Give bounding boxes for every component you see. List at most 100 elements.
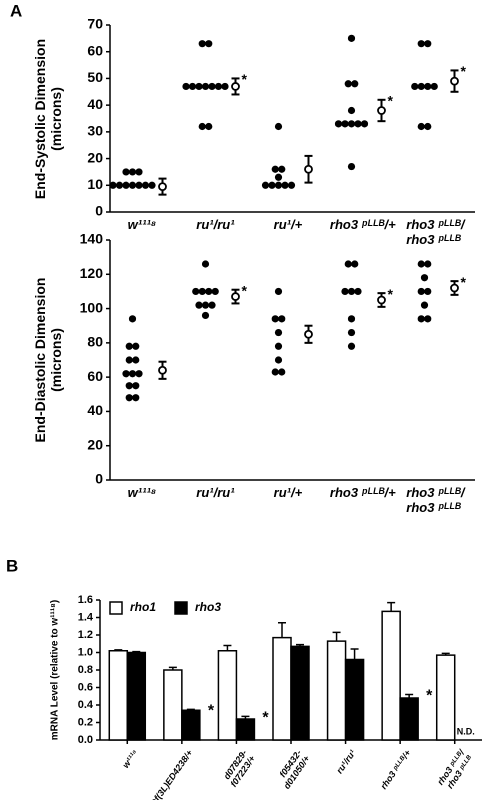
data-point	[287, 181, 296, 189]
data-point	[198, 40, 206, 48]
significance-mark: *	[262, 710, 269, 727]
data-point	[132, 342, 140, 350]
data-point	[221, 82, 229, 91]
bar	[181, 709, 201, 741]
data-point	[198, 287, 206, 296]
data-point	[274, 356, 283, 364]
data-point	[417, 315, 425, 323]
data-point	[201, 311, 210, 320]
data-point	[420, 274, 429, 282]
y-tick-label: 60	[87, 42, 103, 58]
x-tick-label: ru¹/+	[273, 217, 303, 232]
data-point	[424, 287, 432, 296]
data-point	[424, 315, 432, 323]
data-point	[360, 120, 369, 128]
bar	[326, 640, 347, 741]
data-point	[271, 165, 279, 173]
y-tick-label: 70	[87, 16, 103, 32]
y-tick-label: 1.4	[78, 611, 94, 623]
data-point	[205, 40, 213, 48]
x-tick-label: w¹¹¹⁸	[127, 217, 157, 232]
y-tick-label: 60	[87, 368, 103, 384]
y-tick-label: 140	[80, 231, 104, 247]
y-tick-label: 100	[80, 299, 104, 315]
data-point	[278, 165, 286, 173]
data-point	[271, 368, 279, 376]
data-point	[128, 181, 137, 189]
panel-label: A	[10, 1, 22, 20]
data-point	[281, 181, 289, 189]
data-point	[122, 370, 130, 378]
data-point	[125, 382, 133, 390]
y-axis-label: mRNA Level (relative to w¹¹¹⁸)	[49, 599, 61, 741]
significance-mark: *	[242, 282, 248, 298]
x-tick-label: rho3 ᵖᴸᴸᴮ/+	[329, 485, 396, 500]
data-point	[347, 34, 356, 42]
data-point	[347, 120, 356, 128]
data-point	[417, 122, 425, 131]
data-point	[347, 162, 356, 171]
data-point	[198, 122, 206, 131]
y-tick-label: 20	[87, 436, 103, 452]
data-point	[424, 82, 432, 91]
y-tick-label: 1.0	[78, 646, 93, 658]
data-point	[214, 82, 223, 91]
data-point	[135, 181, 143, 189]
significance-mark: *	[208, 703, 215, 720]
y-tick-label: 40	[87, 96, 103, 112]
x-tick-label: ru¹/ru¹	[196, 485, 235, 500]
data-point	[109, 181, 117, 189]
legend-label: rho1	[130, 600, 156, 614]
mean-marker	[304, 164, 313, 174]
mean-marker	[158, 182, 167, 192]
bar	[108, 650, 129, 741]
y-tick-label: 0.6	[78, 681, 93, 693]
significance-mark: *	[242, 71, 248, 87]
y-tick-label: 0.4	[78, 699, 94, 711]
data-point	[344, 260, 352, 268]
data-point	[268, 181, 276, 189]
bar	[399, 697, 419, 741]
data-point	[274, 173, 283, 181]
significance-mark: *	[461, 274, 467, 290]
legend-swatch	[174, 601, 188, 615]
bar	[235, 718, 256, 741]
value-label: N.D.	[457, 726, 475, 736]
data-point	[274, 287, 283, 296]
data-point	[411, 82, 419, 91]
data-point	[351, 260, 359, 268]
data-point	[347, 342, 356, 350]
mean-marker	[231, 292, 240, 301]
data-point	[424, 40, 432, 48]
data-point	[274, 328, 283, 337]
y-tick-label: 20	[87, 149, 103, 165]
data-point	[417, 260, 425, 268]
data-point	[195, 301, 203, 309]
data-point	[132, 356, 140, 364]
data-point	[125, 356, 133, 364]
y-tick-label: 1.6	[78, 594, 93, 606]
data-point	[417, 82, 425, 91]
mean-marker	[377, 295, 386, 305]
y-axis-label: End-Diastolic Dimension (microns)	[31, 277, 64, 443]
y-tick-label: 0	[95, 203, 103, 219]
data-point	[417, 287, 425, 296]
bar	[163, 669, 183, 741]
y-tick-label: 10	[87, 176, 103, 192]
x-tick-label: rho3 ᵖᴸᴸᴮ/ rho3 ᵖᴸᴸᴮ	[406, 485, 465, 515]
data-point	[135, 168, 143, 176]
data-point	[132, 382, 140, 390]
data-point	[347, 328, 356, 337]
data-point	[208, 82, 216, 91]
bar	[126, 651, 147, 741]
data-point	[125, 342, 133, 350]
data-point	[351, 80, 359, 88]
bar	[344, 658, 365, 741]
data-point	[271, 315, 279, 323]
data-point	[344, 80, 352, 88]
mean-marker	[231, 82, 240, 91]
data-point	[334, 120, 343, 128]
mean-marker	[158, 365, 167, 375]
data-point	[182, 82, 190, 91]
